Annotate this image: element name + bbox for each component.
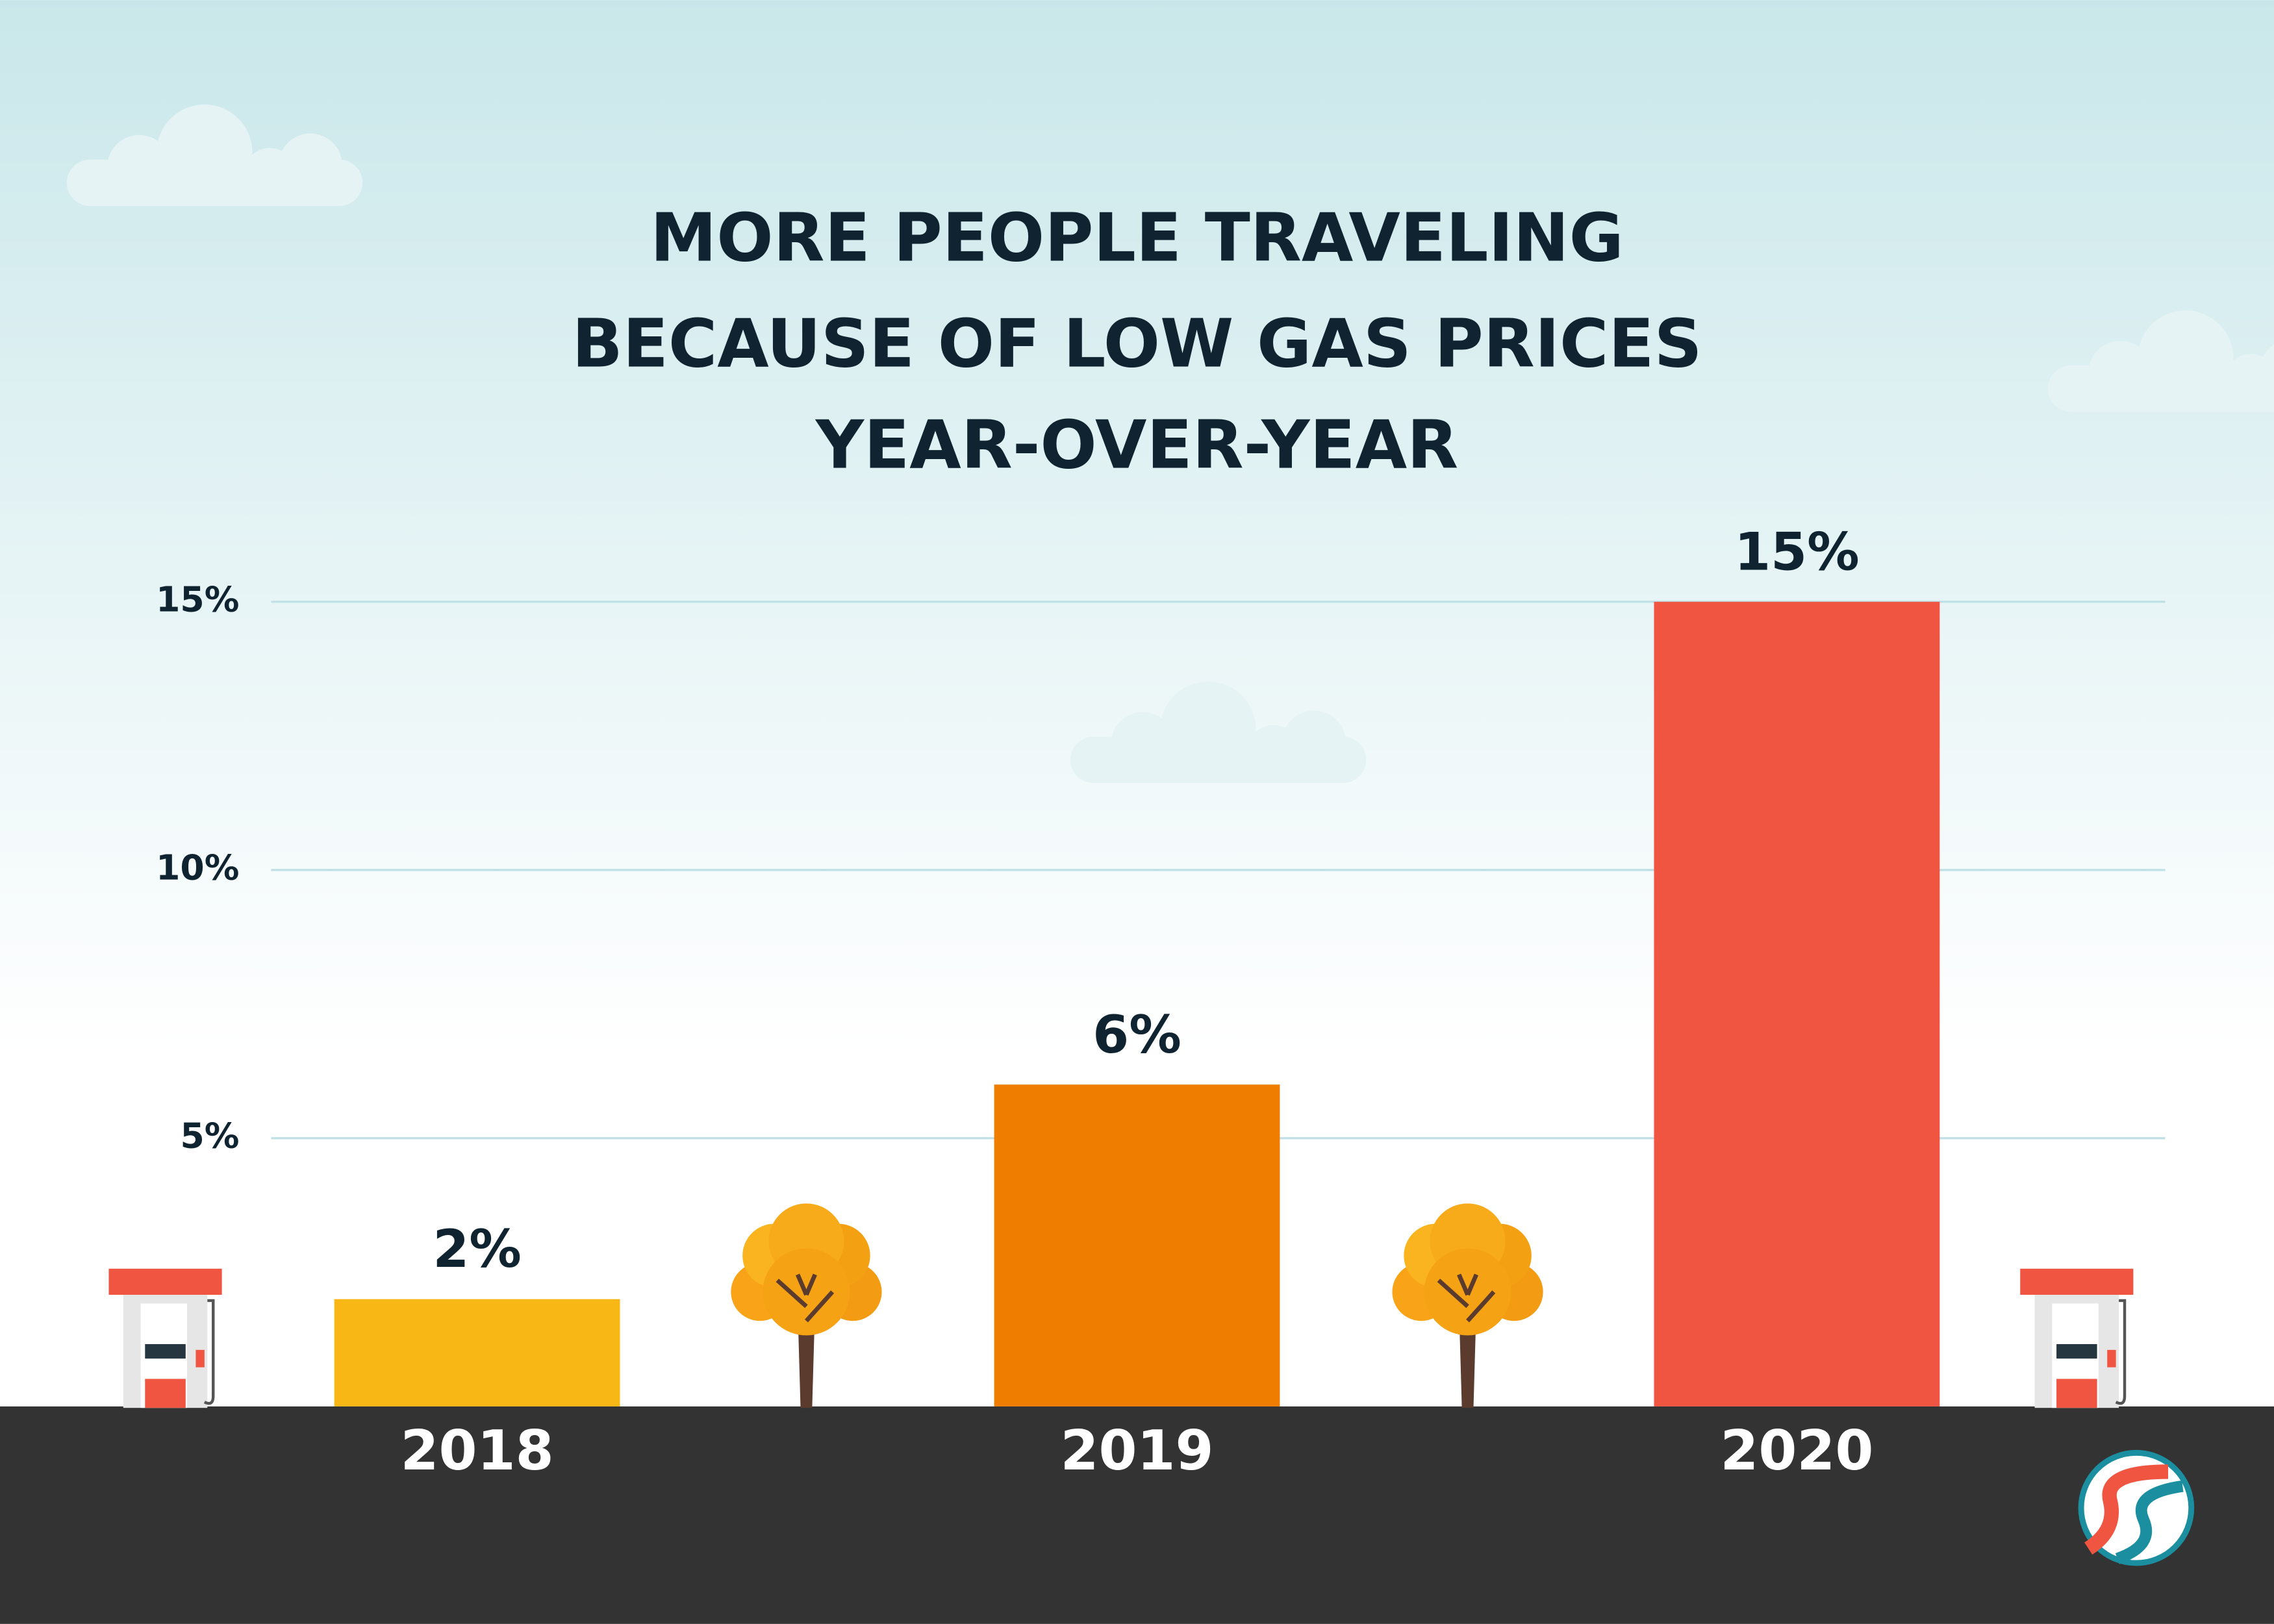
gas-pump: [2020, 1269, 2133, 1408]
x-tick-label: 2019: [1060, 1419, 1213, 1483]
bar: [994, 1084, 1280, 1406]
y-tick-label: 5%: [180, 1116, 239, 1156]
bar: [1654, 601, 1940, 1406]
x-tick-label: 2020: [1720, 1419, 1873, 1483]
y-tick-label: 10%: [156, 847, 239, 888]
value-label: 2%: [433, 1218, 521, 1279]
y-tick-label: 15%: [156, 579, 239, 619]
x-tick-label: 2018: [401, 1419, 554, 1483]
chart-title: BECAUSE OF LOW GAS PRICES: [572, 305, 1702, 382]
gas-pump: [108, 1269, 221, 1408]
chart-title: YEAR-OVER-YEAR: [815, 407, 1458, 484]
bar: [334, 1299, 620, 1406]
ground: [0, 1406, 2274, 1624]
plot: 5% 10% 15% 2% 2018 6% 2019 15% 2020: [156, 521, 2166, 1483]
value-label: 15%: [1734, 521, 1859, 582]
logo: [2078, 1449, 2195, 1566]
chart-title: MORE PEOPLE TRAVELING: [650, 199, 1624, 277]
value-label: 6%: [1093, 1004, 1181, 1065]
